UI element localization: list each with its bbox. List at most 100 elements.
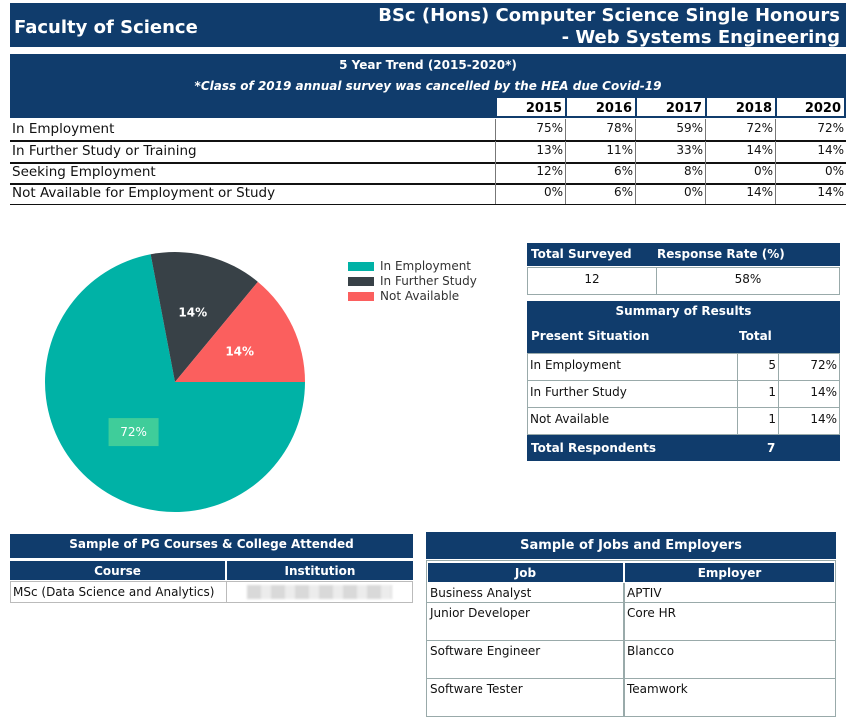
total-surveyed-label: Total Surveyed [531,247,632,261]
trend-row-not-available: Not Available for Employment or Study 0%… [10,183,846,205]
trend-value: 59% [635,119,705,140]
total-respondents-value: 7 [767,441,776,455]
pg-col-course: Course [10,561,225,580]
pie-label-not-available: 14% [225,345,254,359]
trend-value: 75% [495,119,565,140]
trend-row-seeking: Seeking Employment 12% 6% 8% 0% 0% [10,162,846,185]
trend-value: 0% [495,183,565,204]
summary-row: In Employment 5 72% [528,354,839,381]
jobs-col-job: Job [428,563,623,582]
pie-slice-not-available [175,281,305,382]
job-title: Business Analyst [430,586,532,600]
trend-row-further-study: In Further Study or Training 13% 11% 33%… [10,141,846,164]
trend-year-header-spacer [10,96,495,118]
pg-col-institution: Institution [227,561,413,580]
job-title: Software Tester [430,682,523,696]
year-2016: 2016 [567,98,635,116]
divider [656,268,657,294]
programme-title: BSc (Hons) Computer Science Single Honou… [250,3,846,48]
trend-row-label: Seeking Employment [12,164,156,180]
summary-row-label: In Further Study [530,385,627,399]
faculty-title: Faculty of Science [10,3,250,47]
job-title: Software Engineer [430,644,541,658]
divider [623,583,625,717]
trend-value: 11% [565,141,635,162]
summary-header: Summary of Results Present Situation Tot… [527,301,840,353]
summary-row-label: Not Available [530,412,610,426]
trend-value: 14% [705,141,775,162]
jobs-title: Sample of Jobs and Employers [426,532,836,559]
summary-title: Summary of Results [615,304,752,318]
redacted-institution [247,585,392,599]
legend-label: In Further Study [380,274,477,288]
year-2018: 2018 [707,98,775,116]
trend-note: *Class of 2019 annual survey was cancell… [194,79,662,93]
trend-row-employment: In Employment 75% 78% 59% 72% 72% [10,119,846,142]
jobs-col-employer: Employer [625,563,834,582]
summary-row-count: 1 [737,381,779,407]
summary-row: Not Available 1 14% [528,408,839,435]
legend-item-further-study: In Further Study [348,274,477,288]
total-respondents-label: Total Respondents [531,441,657,455]
pie-slice-in-employment [44,254,305,512]
year-2017: 2017 [637,98,705,116]
summary-rows: In Employment 5 72% In Further Study 1 1… [527,353,840,435]
survey-header: Total Surveyed Response Rate (%) [527,243,840,266]
year-2020: 2020 [777,98,844,116]
summary-col-total: Total [739,329,772,343]
summary-row-count: 5 [737,354,779,380]
legend-label: In Employment [380,259,472,273]
trend-value: 78% [565,119,635,140]
trend-row-label: In Employment [12,121,115,137]
job-row: Business Analyst APTIV [427,583,835,603]
trend-value: 0% [635,183,705,204]
results-pie-chart: 72% 14% 14% [44,252,305,512]
trend-value: 14% [705,183,775,204]
summary-row-pct: 14% [810,385,837,399]
job-row: Software Tester Teamwork [427,680,835,716]
job-title: Junior Developer [430,606,530,620]
response-rate-label: Response Rate (%) [657,247,785,261]
trend-value: 72% [775,119,846,140]
trend-row-label: In Further Study or Training [12,143,197,159]
pg-courses-title: Sample of PG Courses & College Attended [10,534,413,558]
legend-item-not-available: Not Available [348,289,459,303]
programme-title-line2: - Web Systems Engineering [561,27,840,48]
trend-value: 72% [705,119,775,140]
pie-slice-in-further-study [150,252,258,382]
legend-swatch [348,292,374,301]
trend-value: 6% [565,183,635,204]
employer-name: Teamwork [627,682,688,696]
summary-row-label: In Employment [530,358,622,372]
trend-year-header: 2015 2016 2017 2018 2020 [495,96,846,118]
employer-name: APTIV [627,586,662,600]
programme-title-line1: BSc (Hons) Computer Science Single Honou… [378,5,840,26]
trend-value: 0% [775,162,846,183]
summary-row-pct: 14% [810,412,837,426]
legend-swatch [348,262,374,271]
trend-value: 13% [495,141,565,162]
divider [226,582,227,602]
legend-swatch [348,277,374,286]
jobs-table: Job Employer Business Analyst APTIV Juni… [426,560,836,717]
employer-name: Blancco [627,644,675,658]
trend-value: 14% [775,141,846,162]
total-surveyed-value: 12 [584,272,600,286]
survey-values: 12 58% [527,267,840,295]
summary-total-row: Total Respondents 7 [527,435,840,461]
trend-value: 0% [705,162,775,183]
job-row: Junior Developer Core HR [427,604,835,641]
pie-label-in-employment: 72% [120,425,147,439]
trend-value: 6% [565,162,635,183]
trend-value: 8% [635,162,705,183]
trend-title: 5 Year Trend (2015-2020*) [339,58,517,72]
pie-label-in-further-study: 14% [178,306,207,320]
year-2015: 2015 [497,98,565,116]
summary-row-count: 1 [737,408,779,434]
legend-item-employment: In Employment [348,259,471,273]
trend-row-label: Not Available for Employment or Study [12,185,276,201]
pg-course-name: MSc (Data Science and Analytics) [13,585,215,599]
summary-row-pct: 72% [810,358,837,372]
employer-name: Core HR [627,606,676,620]
pie-label-background [108,418,159,447]
